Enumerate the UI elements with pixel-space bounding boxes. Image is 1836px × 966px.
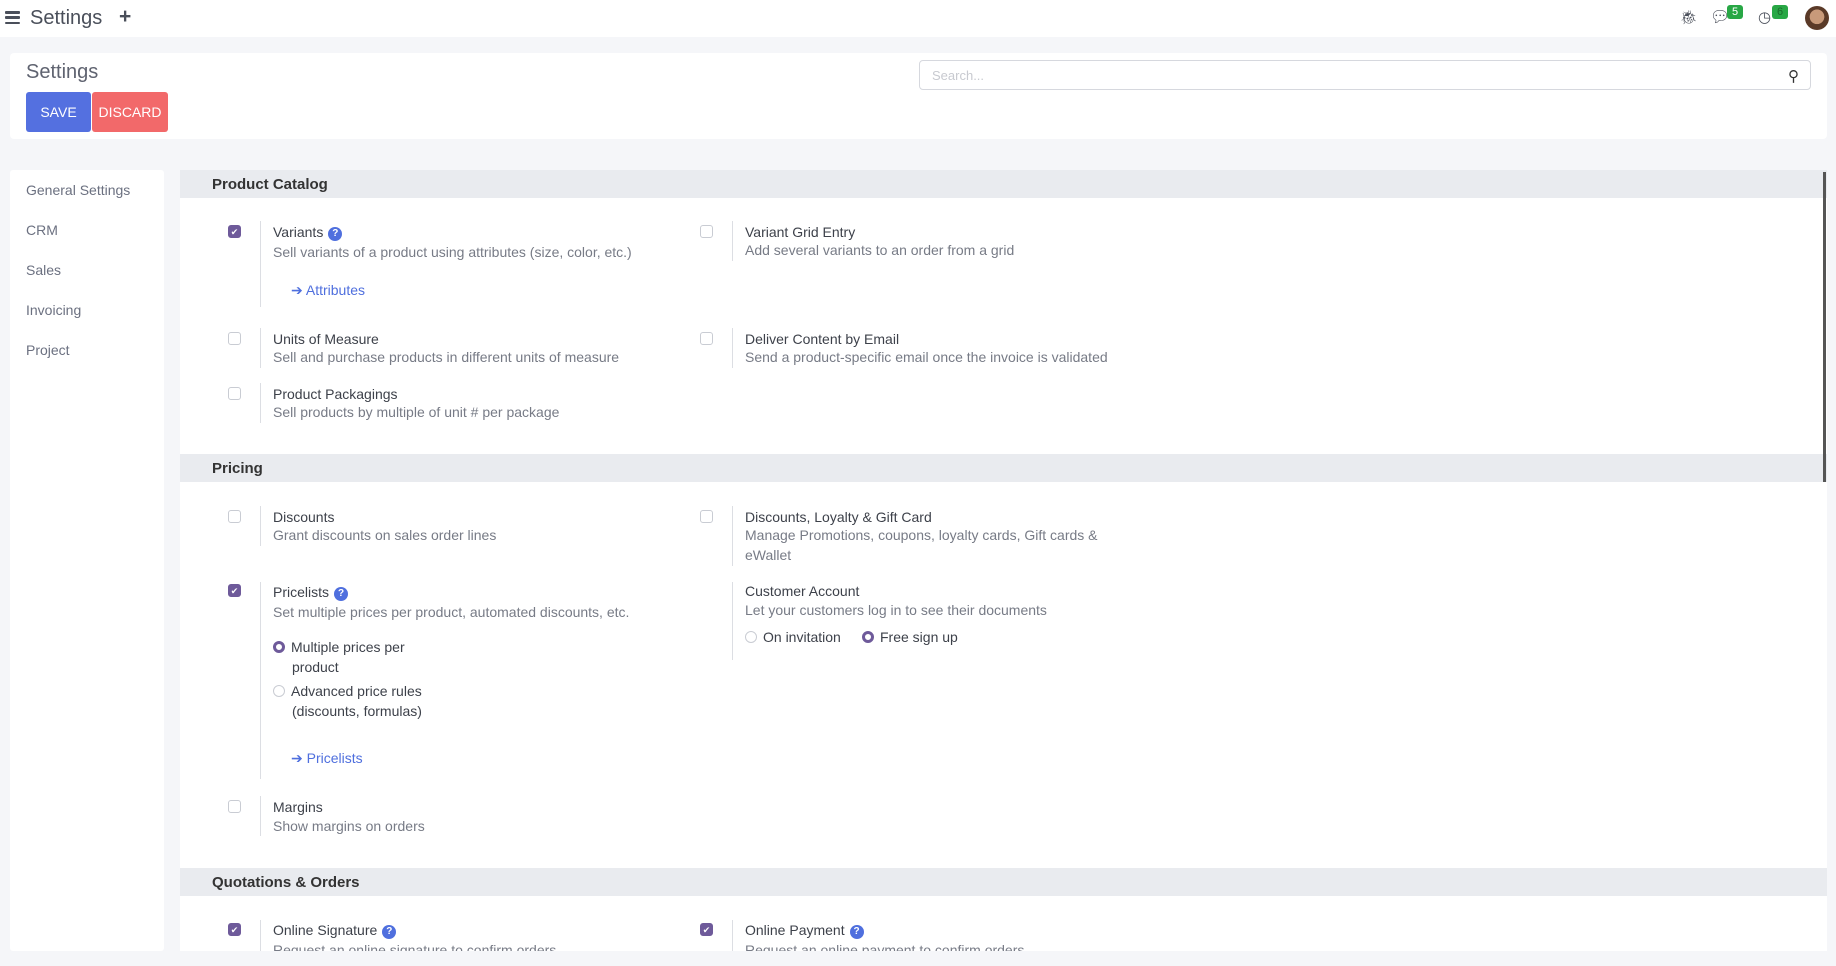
divider (732, 221, 733, 261)
search-icon[interactable]: ⚲ (1788, 68, 1799, 85)
help-icon[interactable]: ? (382, 925, 397, 939)
divider (260, 328, 261, 368)
customer-account-title: Customer Account (745, 583, 860, 599)
divider (260, 920, 261, 951)
radio-button[interactable] (745, 631, 757, 643)
menu-icon[interactable] (5, 11, 20, 24)
divider (732, 582, 733, 660)
sidebar-item-general-settings[interactable]: General Settings (26, 182, 131, 198)
messages-badge: 5 (1727, 5, 1744, 19)
divider (260, 383, 261, 423)
save-button[interactable]: SAVE (26, 92, 91, 132)
avatar[interactable] (1805, 6, 1829, 30)
pricelists-desc: Set multiple prices per product, automat… (273, 604, 630, 620)
variants-checkbox[interactable]: ✔ (228, 225, 241, 238)
divider (260, 506, 261, 546)
sidebar-item-crm[interactable]: CRM (26, 222, 58, 238)
uom-title: Units of Measure (273, 331, 379, 347)
sidebar-item-project[interactable]: Project (26, 342, 70, 358)
section-pricing: Pricing (180, 454, 1827, 482)
margins-checkbox[interactable] (228, 800, 241, 813)
section-product-catalog: Product Catalog (180, 170, 1827, 198)
online-signature-title: Online Signature? (273, 922, 397, 939)
sidebar-item-sales[interactable]: Sales (26, 262, 62, 278)
pricelists-checkbox[interactable]: ✔ (228, 584, 241, 597)
radio-advanced-rules[interactable]: Advanced price rules (discounts, formula… (273, 681, 443, 721)
online-signature-desc-clip: Request an online signature to confirm o… (273, 940, 556, 951)
deliver-email-desc: Send a product-specific email once the i… (745, 349, 1108, 365)
divider (732, 920, 733, 951)
online-payment-checkbox[interactable]: ✔ (700, 923, 713, 936)
online-payment-title: Online Payment? (745, 922, 864, 939)
search-input[interactable]: Search... (919, 60, 1811, 90)
customer-account-desc: Let your customers log in to see their d… (745, 602, 1047, 618)
uom-checkbox[interactable] (228, 332, 241, 345)
discard-button[interactable]: DISCARD (92, 92, 168, 132)
section-quotations-orders: Quotations & Orders (180, 868, 1827, 896)
radio-button[interactable] (273, 641, 285, 653)
uom-desc: Sell and purchase products in different … (273, 349, 620, 365)
packagings-title: Product Packagings (273, 386, 398, 402)
pricelists-link[interactable]: ➔ Pricelists (291, 750, 363, 766)
variant-grid-desc: Add several variants to an order from a … (745, 242, 1015, 258)
loyalty-desc: Manage Promotions, coupons, loyalty card… (745, 527, 1098, 563)
discounts-checkbox[interactable] (228, 510, 241, 523)
divider (732, 506, 733, 566)
bug-icon[interactable]: 🐞︎ (1680, 9, 1698, 25)
discounts-title: Discounts (273, 509, 335, 525)
divider (260, 221, 261, 307)
deliver-email-title: Deliver Content by Email (745, 331, 900, 347)
settings-content (180, 170, 1827, 951)
attributes-link[interactable]: ➔ Attributes (291, 282, 365, 298)
online-payment-desc: Request an online payment to confirm ord… (745, 942, 1025, 951)
variants-desc: Sell variants of a product using attribu… (273, 244, 632, 260)
arrow-right-icon: ➔ (291, 282, 306, 298)
scrollbar[interactable] (1823, 172, 1826, 482)
chat-icon[interactable]: 💬︎ (1710, 9, 1731, 26)
help-icon[interactable]: ? (334, 587, 349, 601)
radio-button[interactable] (862, 631, 874, 643)
help-icon[interactable]: ? (849, 925, 864, 939)
pricelists-title: Pricelists? (273, 584, 349, 601)
help-icon[interactable]: ? (328, 227, 343, 241)
loyalty-checkbox[interactable] (700, 510, 713, 523)
page-title: Settings (26, 61, 99, 83)
sidebar-item-invoicing[interactable]: Invoicing (26, 302, 82, 318)
top-bar: Settings + 🐞︎ 💬︎ 5 ◷ 6 (0, 0, 1836, 37)
packagings-desc: Sell products by multiple of unit # per … (273, 404, 560, 420)
packagings-checkbox[interactable] (228, 387, 241, 400)
settings-sidebar (10, 170, 164, 951)
online-signature-desc: Request an online signature to confirm o… (273, 942, 557, 951)
divider (732, 328, 733, 368)
variant-grid-title: Variant Grid Entry (745, 224, 856, 240)
deliver-email-checkbox[interactable] (700, 332, 713, 345)
margins-title: Margins (273, 799, 323, 815)
divider (260, 582, 261, 779)
discounts-desc: Grant discounts on sales order lines (273, 527, 497, 543)
radio-button[interactable] (273, 685, 285, 697)
app-title: Settings (30, 7, 103, 29)
plus-icon[interactable]: + (119, 5, 132, 28)
activities-badge: 6 (1772, 5, 1789, 19)
radio-multiple-prices[interactable]: Multiple prices per product (273, 637, 433, 677)
online-signature-checkbox[interactable]: ✔ (228, 923, 241, 936)
online-payment-desc-clip: Request an online payment to confirm ord… (745, 940, 1024, 951)
variant-grid-checkbox[interactable] (700, 225, 713, 238)
arrow-right-icon: ➔ (291, 750, 307, 766)
divider (260, 796, 261, 836)
loyalty-title: Discounts, Loyalty & Gift Card (745, 509, 932, 525)
variants-title: Variants? (273, 224, 343, 241)
radio-free-sign-up[interactable]: Free sign up (862, 627, 958, 647)
radio-on-invitation[interactable]: On invitation (745, 627, 841, 647)
clock-icon[interactable]: ◷ (1758, 9, 1772, 26)
margins-desc: Show margins on orders (273, 818, 425, 834)
